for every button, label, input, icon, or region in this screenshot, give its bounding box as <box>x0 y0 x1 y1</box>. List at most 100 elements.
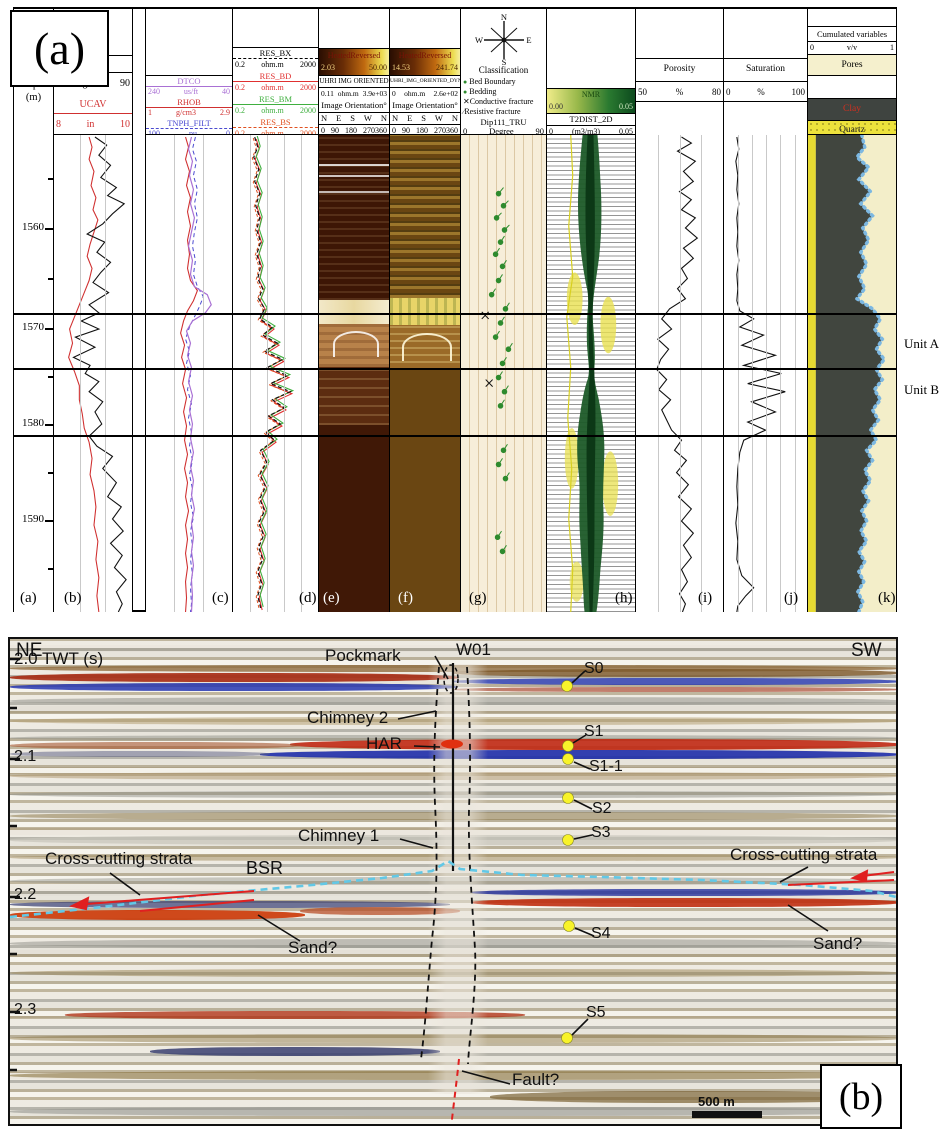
saturation-scale: 0% 100 <box>724 82 807 101</box>
sand-left-label: Sand? <box>288 938 338 957</box>
image1-scale: 0.11 ohm.m 3.9e+03 <box>319 88 389 99</box>
saturation-body <box>724 135 807 612</box>
gridline <box>780 135 782 612</box>
gridline <box>267 135 268 612</box>
rhob-scale: 1 g/cm3 2.9 <box>146 108 232 118</box>
ne-label: NE <box>16 640 43 661</box>
colorbar-title: NMR <box>581 90 601 99</box>
image1-body <box>319 135 389 612</box>
colorbar-max: 241.74 <box>436 63 458 72</box>
legend-item-resistive: ∕Resistive fracture <box>463 107 546 117</box>
image-band <box>319 367 389 425</box>
legend-item-bed-boundary: ● Bed Boundary <box>463 77 546 87</box>
scale-bar-label: 500 m <box>698 1094 735 1109</box>
porosity-body <box>636 135 723 612</box>
legend-label: Bedding <box>469 87 497 96</box>
twt-tick-2-3: 2.3 <box>14 1001 37 1018</box>
deg-90: 90 <box>402 126 410 135</box>
panel-letter-g: (g) <box>469 590 487 606</box>
panel-letter-h: (h) <box>615 590 633 606</box>
resbx-name: RES_BX <box>233 48 318 59</box>
nmr-unit: (m3/m3) <box>572 127 600 135</box>
nmr-colorbar: NMR 0.00 0.05 <box>547 89 635 113</box>
image1-max: 3.9e+03 <box>362 89 387 98</box>
montage-top-border <box>13 7 897 9</box>
pockmark-label: Pockmark <box>325 646 401 665</box>
track-depth: Depth(m) 1560 1570 1580 1590 (a) <box>13 8 53 612</box>
dir-n: N <box>321 113 328 123</box>
res-body <box>233 135 318 612</box>
depth-tick <box>48 568 53 570</box>
res-min: 0.2 <box>235 129 245 135</box>
image2-header: HeatedReversed 14.53 241.74 UHRI_IMG_ORI… <box>389 48 461 135</box>
res-min: 0.2 <box>235 60 245 69</box>
s4-label: S4 <box>591 925 611 942</box>
horizon-strip <box>260 750 896 759</box>
gridline <box>701 135 703 612</box>
horizon-strip <box>10 901 450 908</box>
cross-cutting-left-label: Cross-cutting strata <box>45 849 193 868</box>
ucav-max: 10 <box>120 119 130 130</box>
image1-header: HeatedReversed 2.03 50.00 UHRI IMG ORIEN… <box>318 48 390 135</box>
gridline <box>202 135 204 612</box>
legend-item-bedding: ● Bedding <box>463 87 546 97</box>
sample-markers <box>561 680 575 1044</box>
track-sonic-density: DTCO 240 us/ft 40 RHOB 1 g/cm3 2.9 TNPH_FILT… <box>145 8 233 612</box>
gridline <box>679 135 681 612</box>
nmr-scale: 0 (m3/m3) 0.05 <box>547 126 635 135</box>
twt-tick-2-2: 2.2 <box>14 886 37 903</box>
t2dist-plot <box>564 135 619 612</box>
s2-label: S2 <box>592 800 612 817</box>
panel-a-tag: (a) <box>10 10 109 87</box>
unit-boundary-line <box>13 313 897 315</box>
rhob-name: RHOB <box>146 97 232 108</box>
seismic-panel <box>8 637 898 1126</box>
classification-legend: ● Bed Boundary ● Bedding ✕Conductive fra… <box>463 77 546 117</box>
image1-unit: ohm.m <box>337 89 359 98</box>
cross-cutting-arrows <box>69 869 895 912</box>
resbx-scale: 0.2 ohm.m 2000 <box>233 59 318 71</box>
depth-label: 1570 <box>22 321 44 333</box>
deg-0: 0 <box>321 126 325 135</box>
depth-label: 1560 <box>22 221 44 233</box>
ucav-scale: 8 in 10 <box>54 114 132 134</box>
image1-degree-row: 0 90 180 270360 <box>319 124 389 135</box>
dir-e: E <box>336 113 342 123</box>
gridline <box>250 135 251 612</box>
pockmark-outline <box>443 664 459 694</box>
dir-n2: N <box>451 113 458 123</box>
image2-orientation: Image Orientation° <box>390 99 460 113</box>
horizon-strip <box>10 683 458 691</box>
colorbar-title: HeatedReversed <box>398 51 452 60</box>
colorbar-max: 0.05 <box>619 102 633 111</box>
deg-90: 90 <box>331 126 339 135</box>
dip-scale: 0 Degree 90 <box>461 126 546 134</box>
gridline <box>657 135 659 612</box>
unit-boundary-line <box>13 435 897 437</box>
saturation-unit: % <box>757 87 765 97</box>
horizon-strip <box>472 889 896 896</box>
x-icon: ✕ <box>463 97 470 106</box>
gridline <box>752 135 754 612</box>
s3-label: S3 <box>591 824 611 841</box>
horizon-strip <box>453 669 896 677</box>
sw-label: SW <box>851 640 882 661</box>
gridline <box>794 135 796 612</box>
image2-unit: ohm.m <box>404 89 426 98</box>
porosity-min: 50 <box>638 87 647 97</box>
legend-label: Conductive fracture <box>469 97 534 106</box>
colorbar-max: 50.00 <box>369 63 387 72</box>
lithology-column <box>808 135 887 612</box>
image-band <box>319 425 389 612</box>
cumulated-min: 0 <box>810 43 814 52</box>
track-resistivity: RES_BX 0.2 ohm.m 2000 RES_BD 0.2 ohm.m 2000 … <box>232 8 319 612</box>
panel-letter-i: (i) <box>698 590 713 606</box>
panel-letter-b: (b) <box>64 590 82 606</box>
fault-line <box>450 1058 460 1124</box>
legend-pores: Pores <box>808 55 896 76</box>
resbs-name: RES_BS <box>233 117 318 128</box>
horizon-strip <box>10 742 300 749</box>
horizon-strip <box>490 1091 896 1103</box>
